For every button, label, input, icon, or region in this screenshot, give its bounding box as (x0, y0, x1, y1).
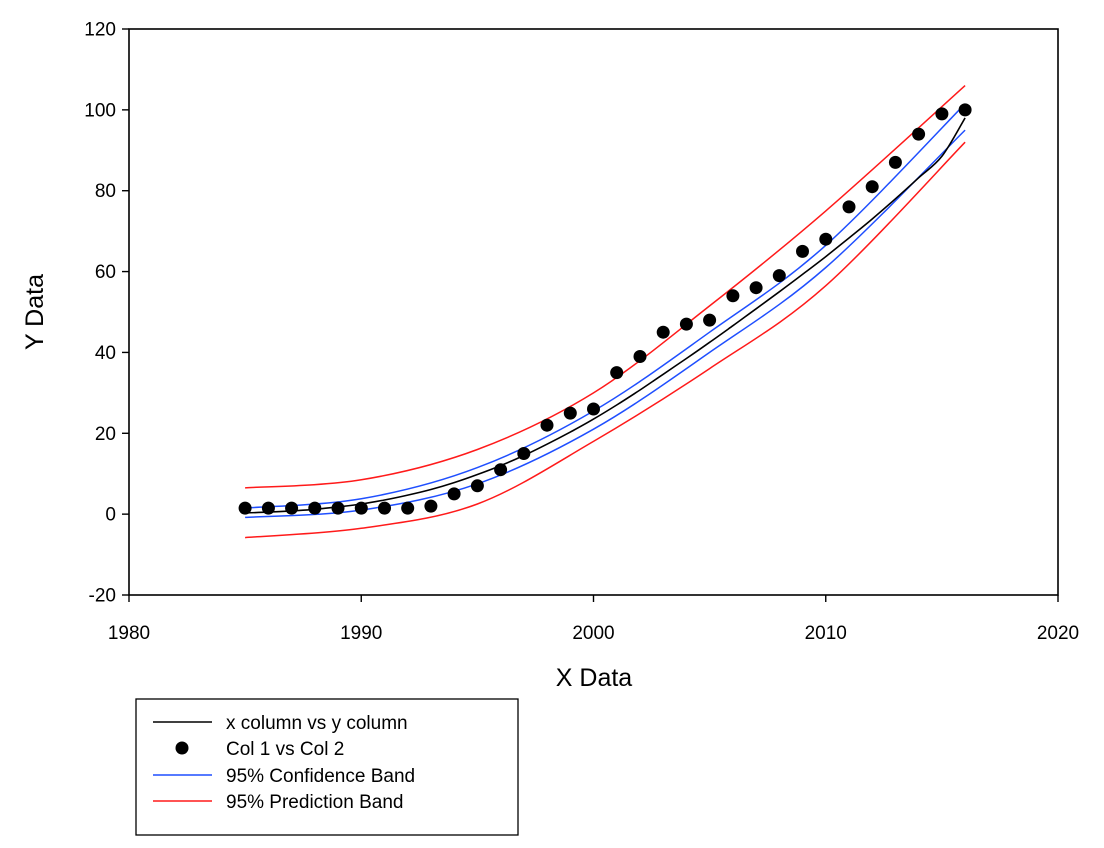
data-point (308, 501, 322, 515)
data-point (331, 501, 345, 515)
data-point (865, 180, 879, 194)
data-point (401, 501, 415, 515)
legend-label: 95% Prediction Band (226, 792, 403, 813)
data-point (238, 501, 252, 515)
y-tick-label: -20 (89, 586, 116, 607)
data-point (888, 155, 902, 169)
data-point (703, 313, 717, 327)
legend-label: 95% Confidence Band (226, 766, 415, 787)
y-tick-label: 120 (84, 20, 116, 41)
data-point (842, 200, 856, 214)
plot-area (238, 85, 972, 539)
data-point (587, 402, 600, 416)
legend: x column vs y column Col 1 vs Col 2 95% Co… (135, 698, 519, 836)
prediction-band-upper (245, 85, 966, 489)
data-point (470, 479, 484, 493)
y-tick-label: 20 (95, 424, 116, 445)
data-point (285, 501, 299, 515)
y-axis-title: Y Data (21, 274, 49, 350)
y-axis: -20 0 20 40 60 80 100 120 (84, 20, 129, 607)
data-point (378, 501, 391, 515)
x-tick-label: 2010 (805, 623, 847, 644)
data-point (679, 317, 693, 331)
data-point (424, 499, 438, 513)
data-point (726, 289, 740, 303)
data-point (633, 350, 647, 363)
data-point (796, 244, 809, 258)
fit-line (245, 117, 966, 514)
data-point (494, 463, 508, 477)
y-tick-label: 60 (95, 262, 116, 283)
data-point (912, 127, 926, 141)
data-point (749, 281, 763, 295)
confidence-band-upper (245, 103, 966, 509)
data-point (610, 366, 624, 380)
y-tick-label: 100 (84, 100, 116, 121)
data-point (563, 406, 577, 420)
y-tick-label: 40 (95, 343, 116, 364)
data-point (517, 447, 531, 460)
legend-swatch (175, 741, 189, 755)
data-point (656, 325, 670, 339)
data-point (540, 418, 554, 432)
data-point (935, 107, 949, 121)
data-point (772, 269, 786, 283)
x-tick-label: 1980 (108, 623, 150, 644)
x-axis: 1980 1990 2000 2010 2020 (108, 595, 1079, 644)
data-point (447, 487, 461, 501)
data-point (354, 501, 368, 515)
x-tick-label: 2020 (1037, 623, 1079, 644)
x-axis-title: X Data (556, 664, 633, 692)
data-point (261, 501, 275, 515)
legend-label: Col 1 vs Col 2 (226, 739, 344, 760)
data-point (819, 232, 833, 246)
y-tick-label: 80 (95, 181, 116, 202)
legend-label: x column vs y column (226, 713, 408, 734)
prediction-band-lower (245, 141, 966, 539)
y-tick-label: 0 (105, 505, 116, 526)
confidence-band-lower (245, 129, 966, 519)
data-point (958, 103, 972, 117)
x-tick-label: 1990 (340, 623, 382, 644)
x-tick-label: 2000 (572, 623, 614, 644)
